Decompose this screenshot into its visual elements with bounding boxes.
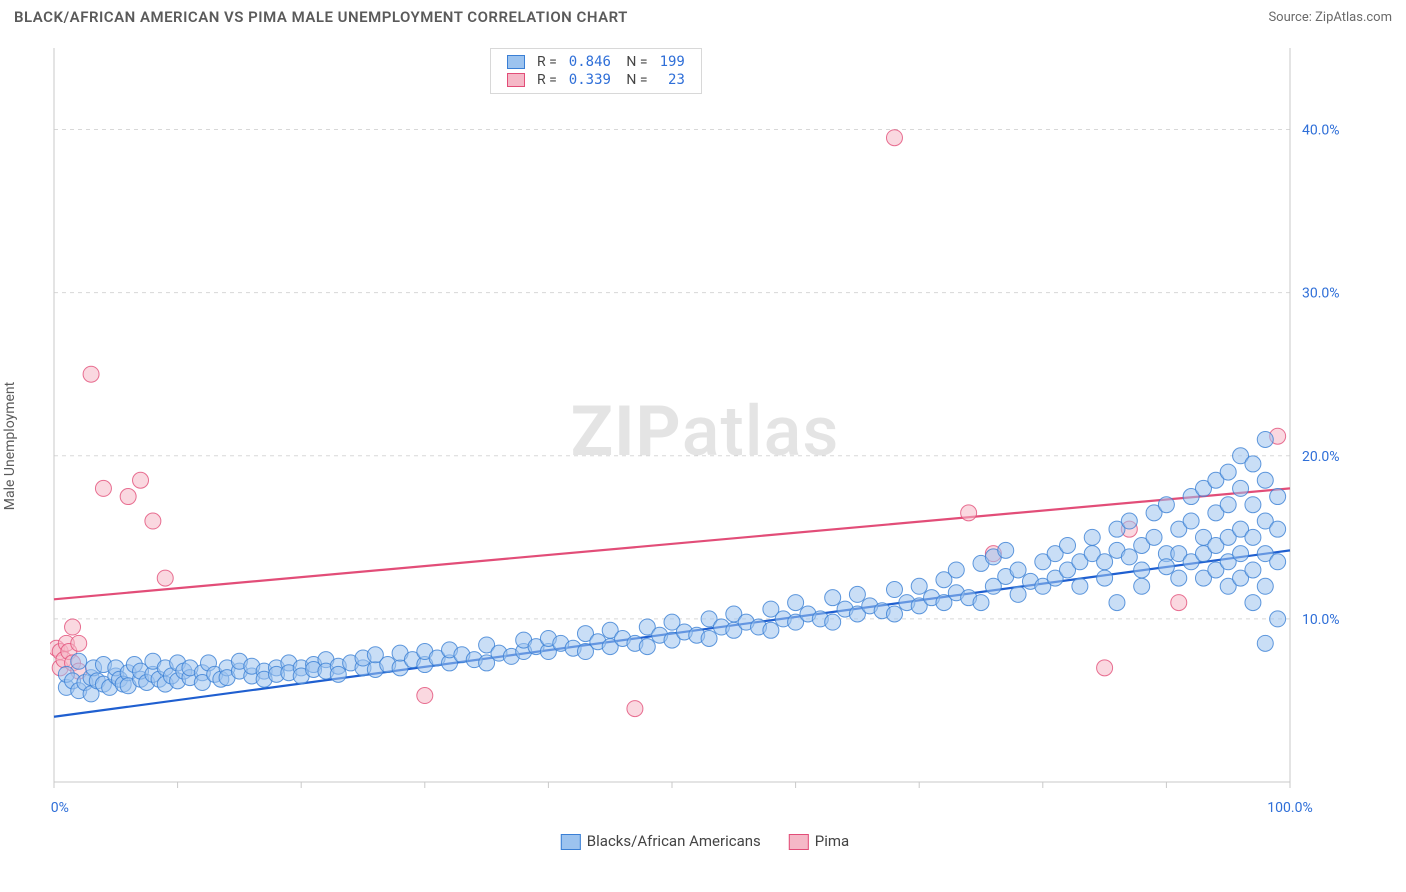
data-point bbox=[1010, 586, 1026, 602]
data-point bbox=[998, 542, 1014, 558]
scatter-chart-svg: 10.0% 20.0% 30.0% 40.0% 0.0% 100.0% bbox=[50, 42, 1360, 822]
data-point bbox=[1060, 537, 1076, 553]
data-point bbox=[157, 570, 173, 586]
chart-title: BLACK/AFRICAN AMERICAN VS PIMA MALE UNEM… bbox=[14, 8, 628, 26]
data-point bbox=[1158, 559, 1174, 575]
data-point bbox=[71, 635, 87, 651]
data-point bbox=[417, 688, 433, 704]
data-point bbox=[1097, 570, 1113, 586]
data-point bbox=[639, 639, 655, 655]
data-point bbox=[1233, 480, 1249, 496]
data-point bbox=[886, 130, 902, 146]
data-point bbox=[1220, 497, 1236, 513]
data-point bbox=[825, 614, 841, 630]
source-link[interactable]: ZipAtlas.com bbox=[1315, 10, 1392, 25]
y-tick-label: 20.0% bbox=[1302, 449, 1340, 465]
y-tick-label: 10.0% bbox=[1302, 612, 1340, 628]
data-point bbox=[1257, 635, 1273, 651]
data-point bbox=[911, 578, 927, 594]
data-point bbox=[1146, 529, 1162, 545]
data-point bbox=[1183, 513, 1199, 529]
data-point bbox=[1245, 562, 1261, 578]
data-point bbox=[1270, 611, 1286, 627]
data-point bbox=[1245, 497, 1261, 513]
data-point bbox=[1072, 578, 1088, 594]
data-point bbox=[71, 653, 87, 669]
legend-item: Blacks/African Americans bbox=[561, 832, 761, 850]
y-tick-label: 40.0% bbox=[1302, 123, 1340, 139]
data-point bbox=[763, 622, 779, 638]
data-point bbox=[1171, 570, 1187, 586]
data-point bbox=[83, 366, 99, 382]
data-point bbox=[1109, 595, 1125, 611]
data-point bbox=[1270, 489, 1286, 505]
data-point bbox=[95, 480, 111, 496]
data-point bbox=[1220, 464, 1236, 480]
stats-legend: R =0.846 N =199R =0.339 N =23 bbox=[490, 48, 702, 94]
data-point bbox=[1245, 529, 1261, 545]
data-point bbox=[1270, 554, 1286, 570]
data-point bbox=[1097, 660, 1113, 676]
data-point bbox=[886, 606, 902, 622]
data-point bbox=[330, 666, 346, 682]
data-point bbox=[788, 595, 804, 611]
legend-item: Pima bbox=[789, 832, 849, 850]
data-point bbox=[1245, 456, 1261, 472]
data-point bbox=[1270, 521, 1286, 537]
data-point bbox=[1097, 554, 1113, 570]
source-label: Source: bbox=[1268, 10, 1311, 25]
data-point bbox=[1121, 513, 1137, 529]
data-point bbox=[1257, 472, 1273, 488]
data-point bbox=[961, 505, 977, 521]
data-point bbox=[1171, 595, 1187, 611]
data-point bbox=[120, 489, 136, 505]
data-point bbox=[701, 630, 717, 646]
data-point bbox=[133, 472, 149, 488]
y-tick-label: 30.0% bbox=[1302, 286, 1340, 302]
series-legend: Blacks/African Americans Pima bbox=[547, 832, 863, 850]
data-point bbox=[1121, 549, 1137, 565]
data-point bbox=[1084, 529, 1100, 545]
x-tick-label: 0.0% bbox=[50, 800, 69, 816]
data-point bbox=[1010, 562, 1026, 578]
x-tick-label: 100.0% bbox=[1267, 800, 1312, 816]
data-point bbox=[145, 513, 161, 529]
data-point bbox=[1233, 546, 1249, 562]
data-point bbox=[973, 595, 989, 611]
data-point bbox=[1134, 562, 1150, 578]
source-attribution: Source: ZipAtlas.com bbox=[1268, 10, 1392, 25]
data-point bbox=[1158, 497, 1174, 513]
data-point bbox=[627, 701, 643, 717]
data-point bbox=[1257, 578, 1273, 594]
data-point bbox=[1134, 578, 1150, 594]
data-point bbox=[1245, 595, 1261, 611]
data-point bbox=[65, 619, 81, 635]
data-point bbox=[948, 562, 964, 578]
data-point bbox=[825, 590, 841, 606]
data-point bbox=[1257, 431, 1273, 447]
chart-area: 10.0%20.0%30.0%40.0%0.0%100.0% ZIPatlas … bbox=[50, 42, 1360, 822]
data-point bbox=[886, 582, 902, 598]
y-axis-label: Male Unemployment bbox=[2, 382, 18, 510]
data-point bbox=[849, 586, 865, 602]
